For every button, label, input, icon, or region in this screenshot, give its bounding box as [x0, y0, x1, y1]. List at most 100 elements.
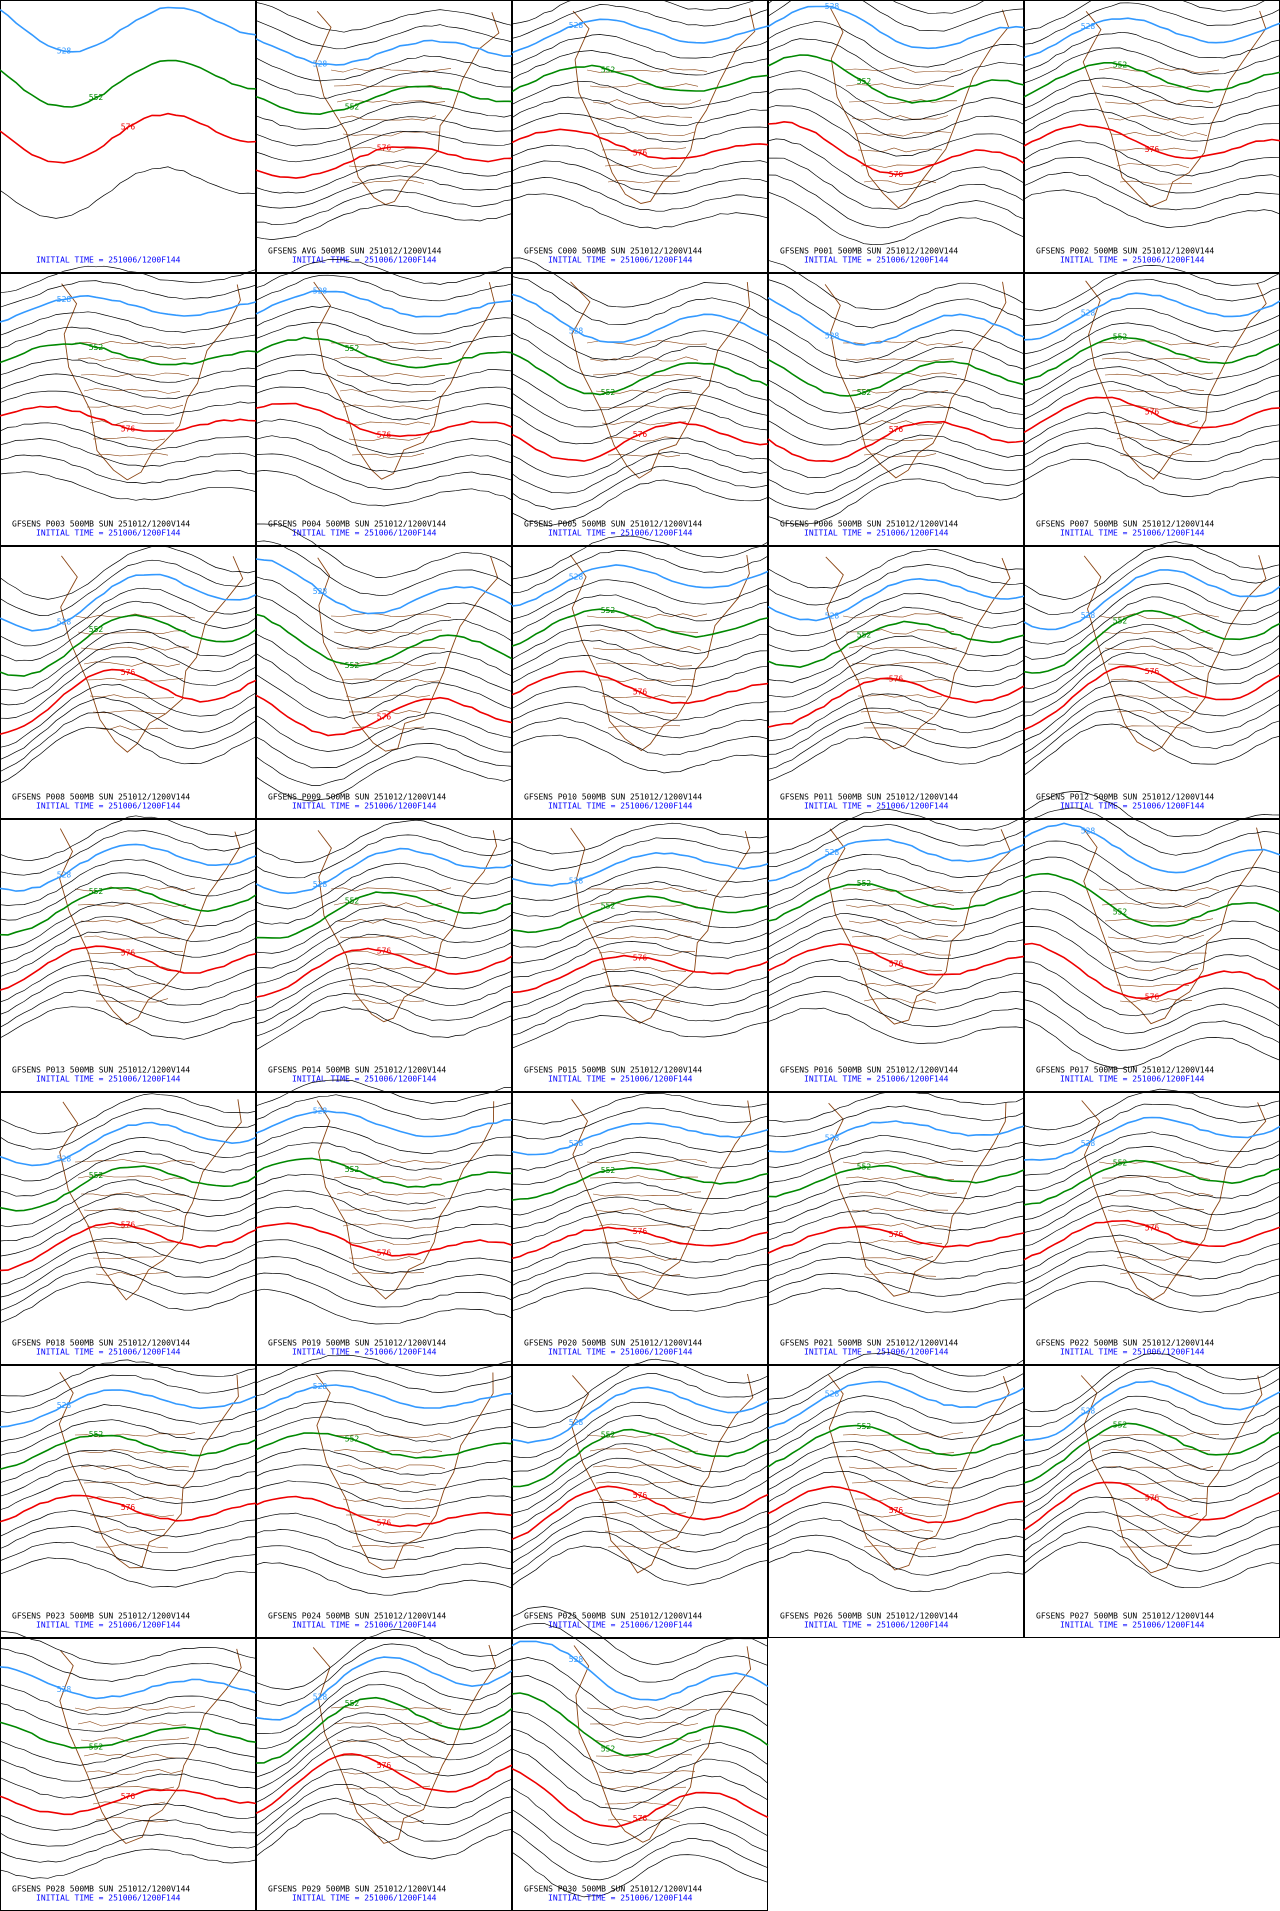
contour-line: [0, 1266, 257, 1311]
map-panel: 528 552 576 GFSENS AVG 500MB SUN 251012/120…: [255, 0, 513, 273]
contour-line: [255, 1562, 513, 1596]
contour-line: [767, 991, 1025, 1027]
contour-label: 552: [345, 1699, 360, 1708]
contour-label: 528: [569, 876, 584, 885]
contour-line: [511, 970, 769, 1008]
map-panel: 528 552 576 GFSENS P016 500MB SUN 251012/12…: [767, 808, 1025, 1092]
state-border: [80, 1737, 190, 1743]
contour-line: [255, 1142, 513, 1171]
contour-label: 552: [1113, 908, 1128, 917]
contour-line: [767, 317, 1025, 363]
contour-label: 552: [89, 887, 104, 896]
contour-line: [767, 1485, 1025, 1524]
state-border: [601, 694, 687, 699]
contour-line: [511, 1272, 769, 1300]
initial-time: INITIAL TIME = 251006/1200F144: [804, 529, 949, 538]
state-border: [595, 1480, 693, 1486]
contour-line: [1023, 840, 1280, 892]
contour-line: [767, 279, 1025, 329]
state-border: [863, 1271, 937, 1277]
contour-line: [0, 872, 257, 921]
panel-border: [256, 1092, 512, 1365]
map-panel: 528 552 576 GFSENS P027 500MB SUN 251012/12…: [1023, 1353, 1280, 1638]
contour-label: 552: [89, 1430, 104, 1439]
contour-label: 528: [313, 60, 328, 69]
initial-time: INITIAL TIME = 251006/1200F144: [36, 256, 181, 265]
contour-line: [0, 886, 257, 936]
contour-line: [511, 1675, 769, 1738]
contour-line: [511, 1373, 769, 1428]
panel-border: [1024, 273, 1280, 546]
contour-line: [255, 978, 513, 1024]
coastline: [316, 1100, 495, 1300]
coastline: [312, 1644, 496, 1844]
state-border: [845, 629, 955, 635]
contour-label: 528: [313, 1693, 328, 1702]
contour-line: [1023, 322, 1280, 370]
contour-line: [511, 1443, 769, 1502]
contour-label: 552: [89, 625, 104, 634]
contour-line: [0, 112, 257, 164]
state-border: [330, 1159, 452, 1165]
contour-line: [1023, 1103, 1280, 1147]
contour-line: [511, 594, 769, 635]
state-border: [851, 1207, 949, 1212]
contour-line: [0, 294, 257, 323]
contour-line: [1023, 62, 1280, 98]
map-panel: 528 552 576 GFSENS P010 500MB SUN 251012/12…: [511, 535, 769, 819]
contour-line: [511, 910, 769, 948]
state-border: [339, 1481, 437, 1486]
contour-line: [511, 0, 757, 25]
contour-line: [255, 160, 513, 194]
initial-time: INITIAL TIME = 251006/1200F144: [548, 1621, 693, 1630]
contour-line: [1023, 1481, 1280, 1531]
contour-line: [1023, 1281, 1280, 1313]
contour-line: [511, 332, 769, 379]
state-border: [851, 934, 949, 940]
state-border: [604, 711, 678, 715]
contour-line: [255, 1797, 513, 1847]
contour-line: [0, 1006, 257, 1040]
state-border: [842, 340, 964, 346]
coastline: [825, 556, 1011, 750]
contour-line: [255, 1696, 513, 1764]
contour-label: 528: [569, 1418, 584, 1427]
initial-time: INITIAL TIME = 251006/1200F144: [292, 1621, 437, 1630]
contour-line: [255, 1495, 513, 1528]
contour-line: [0, 1208, 257, 1257]
contour-line: [511, 1122, 769, 1156]
contour-line: [511, 96, 769, 127]
initial-time: INITIAL TIME = 251006/1200F144: [804, 1621, 949, 1630]
contour-label: 552: [1113, 60, 1128, 69]
contour-line: [255, 1432, 513, 1459]
contour-line: [1023, 999, 1280, 1051]
contour-line: [255, 175, 513, 209]
contour-label: 528: [569, 1655, 584, 1664]
contour-line: [767, 406, 1025, 446]
state-border: [1110, 1223, 1208, 1227]
state-border: [351, 179, 425, 184]
contour-line: [0, 1557, 257, 1588]
contour-line: [1023, 1452, 1280, 1508]
contour-label: 552: [601, 902, 616, 911]
panel-title: GFSENS P008 500MB SUN 251012/1200V144: [12, 793, 190, 802]
state-border: [333, 356, 443, 362]
contour-line: [255, 1480, 513, 1509]
contour-line: [511, 465, 769, 510]
contour-line: [511, 437, 769, 478]
contour-line: [0, 989, 257, 1028]
contour-line: [255, 1222, 513, 1257]
contour-line: [511, 18, 769, 54]
contour-line: [1023, 189, 1280, 228]
initial-time: INITIAL TIME = 251006/1200F144: [36, 1075, 181, 1084]
contour-line: [511, 112, 769, 143]
contour-line: [1023, 1496, 1280, 1541]
contour-line: [511, 1502, 769, 1551]
contour-line: [511, 639, 769, 671]
contour-line: [1023, 541, 1280, 600]
contour-line: [511, 1516, 769, 1564]
contour-line: [255, 336, 513, 369]
contour-line: [0, 1757, 257, 1782]
contour-line: [255, 1768, 513, 1826]
contour-line: [511, 851, 769, 887]
